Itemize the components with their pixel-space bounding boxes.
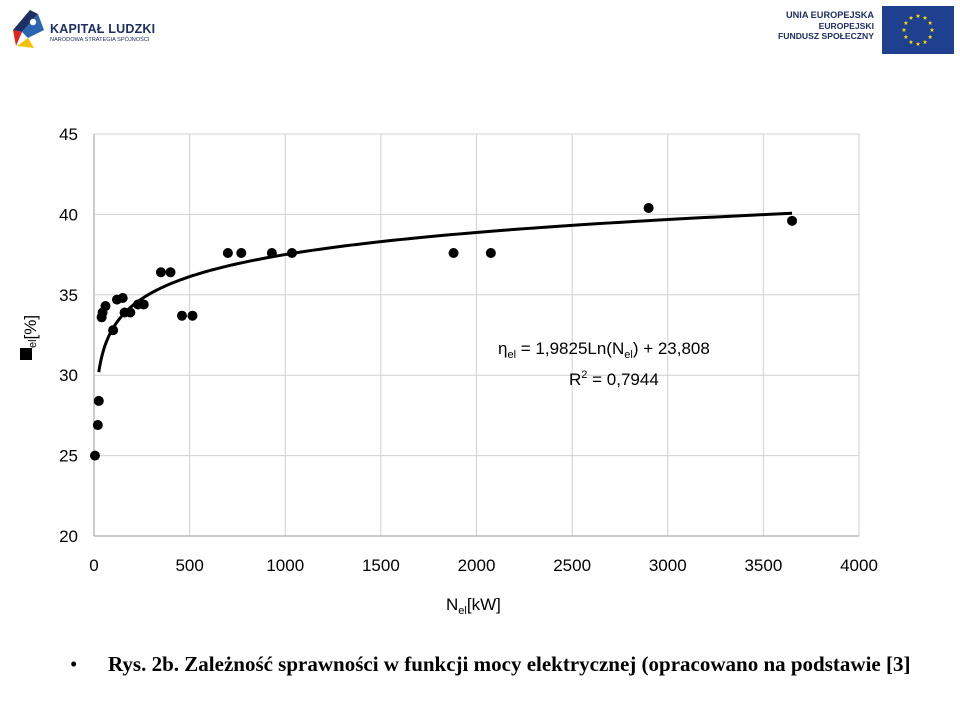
data-point — [286, 247, 297, 258]
x-tick-label: 3500 — [744, 556, 782, 575]
eu-star-icon — [922, 39, 928, 45]
eu-star-icon — [903, 20, 909, 25]
r-squared: R2 = 0,7944 — [569, 369, 659, 389]
x-tick-label: 2500 — [553, 556, 591, 575]
chart-grid — [93, 133, 860, 537]
data-point — [155, 267, 166, 278]
data-point — [222, 247, 233, 258]
y-tick-label: 25 — [59, 447, 78, 466]
caption-bullet: • — [70, 652, 78, 676]
data-point — [187, 310, 198, 321]
caption-text: Rys. 2b. Zależność sprawności w funkcji … — [108, 652, 911, 676]
data-point — [117, 293, 128, 304]
y-tick-label: 30 — [59, 366, 78, 385]
eu-logo: UNIA EUROPEJSKA EUROPEJSKI FUNDUSZ SPOŁE… — [764, 6, 954, 56]
x-label-sub: el — [458, 605, 467, 617]
y-tick-label: 45 — [59, 125, 78, 144]
eu-logo-line1: UNIA EUROPEJSKA — [786, 10, 874, 20]
eu-star-icon — [901, 27, 907, 32]
trendline — [97, 211, 793, 373]
trend-equation: ηel = 1,9825Ln(Nel) + 23,808 — [498, 339, 710, 361]
eu-star-icon — [915, 13, 921, 18]
data-point — [138, 299, 149, 310]
eq-part2: ) + 23,808 — [633, 339, 710, 358]
data-point — [92, 420, 103, 431]
kapital-ludzki-subtitle: NARODOWA STRATEGIA SPÓJNOŚCI — [50, 37, 150, 43]
eu-star-icon — [908, 39, 914, 45]
y-tick-label: 20 — [59, 527, 78, 546]
y-label-sub: el — [27, 339, 39, 348]
x-axis-ticks: 0 500 1000 1500 2000 2500 3000 3500 4000 — [89, 556, 878, 575]
eq-part1: = 1,9825Ln(N — [516, 339, 624, 358]
figure-caption: • Rys. 2b. Zależność sprawności w funkcj… — [70, 652, 930, 677]
data-point — [236, 247, 247, 258]
data-point — [448, 247, 459, 258]
x-tick-label: 2000 — [458, 556, 496, 575]
y-tick-label: 40 — [59, 205, 78, 224]
data-point — [89, 450, 100, 461]
eu-star-icon — [927, 20, 933, 25]
kapital-ludzki-logo: KAPITAŁ LUDZKI NARODOWA STRATEGIA SPÓJNO… — [8, 8, 168, 52]
kapital-ludzki-emblem-icon — [10, 10, 46, 50]
eu-star-icon — [908, 15, 914, 20]
eu-star-icon — [929, 27, 935, 32]
eq-eta-sub: el — [507, 349, 516, 361]
data-point — [100, 301, 111, 312]
eu-star-icon — [915, 41, 921, 46]
data-point — [176, 310, 187, 321]
data-point — [165, 267, 176, 278]
efficiency-chart: 0 500 1000 1500 2000 2500 3000 3500 4000 20 25 30 3… — [20, 125, 878, 617]
x-tick-label: 500 — [175, 556, 203, 575]
eu-logo-text: UNIA EUROPEJSKA EUROPEJSKI FUNDUSZ SPOŁE… — [778, 10, 874, 42]
data-point — [125, 307, 136, 318]
x-label-unit: [kW] — [467, 595, 501, 614]
y-tick-label: 35 — [59, 286, 78, 305]
svg-text:el[%]: el[%] — [21, 315, 40, 348]
eu-star-icon — [922, 15, 928, 20]
data-point — [643, 202, 654, 213]
kapital-ludzki-title: KAPITAŁ LUDZKI — [50, 22, 156, 36]
x-axis-label: Nel[kW] — [446, 595, 501, 617]
y-label-symbol — [20, 348, 32, 360]
eq-eta: η — [498, 339, 507, 358]
r2-main: R — [569, 370, 581, 389]
eq-n-sub: el — [624, 349, 633, 361]
eu-star-icon — [927, 34, 933, 39]
data-point — [485, 247, 496, 258]
eu-flag-icon — [882, 6, 954, 54]
data-point — [787, 215, 798, 226]
y-axis-label: el[%] — [20, 315, 40, 360]
eu-star-icon — [903, 34, 909, 39]
r2-sup: 2 — [581, 369, 587, 381]
x-tick-label: 1000 — [266, 556, 304, 575]
eu-logo-line3: FUNDUSZ SPOŁECZNY — [778, 31, 874, 41]
x-tick-label: 4000 — [840, 556, 878, 575]
data-points — [89, 202, 798, 461]
data-point — [108, 325, 119, 336]
data-point — [93, 395, 104, 406]
x-tick-label: 1500 — [362, 556, 400, 575]
r2-rest: = 0,7944 — [587, 370, 658, 389]
eu-logo-line2: EUROPEJSKI — [818, 20, 874, 31]
y-axis-ticks: 20 25 30 35 40 45 — [59, 125, 78, 546]
x-tick-label: 0 — [89, 556, 98, 575]
x-tick-label: 3000 — [649, 556, 687, 575]
data-point — [266, 247, 277, 258]
y-label-unit: [%] — [21, 315, 40, 340]
x-label-main: N — [446, 595, 458, 614]
